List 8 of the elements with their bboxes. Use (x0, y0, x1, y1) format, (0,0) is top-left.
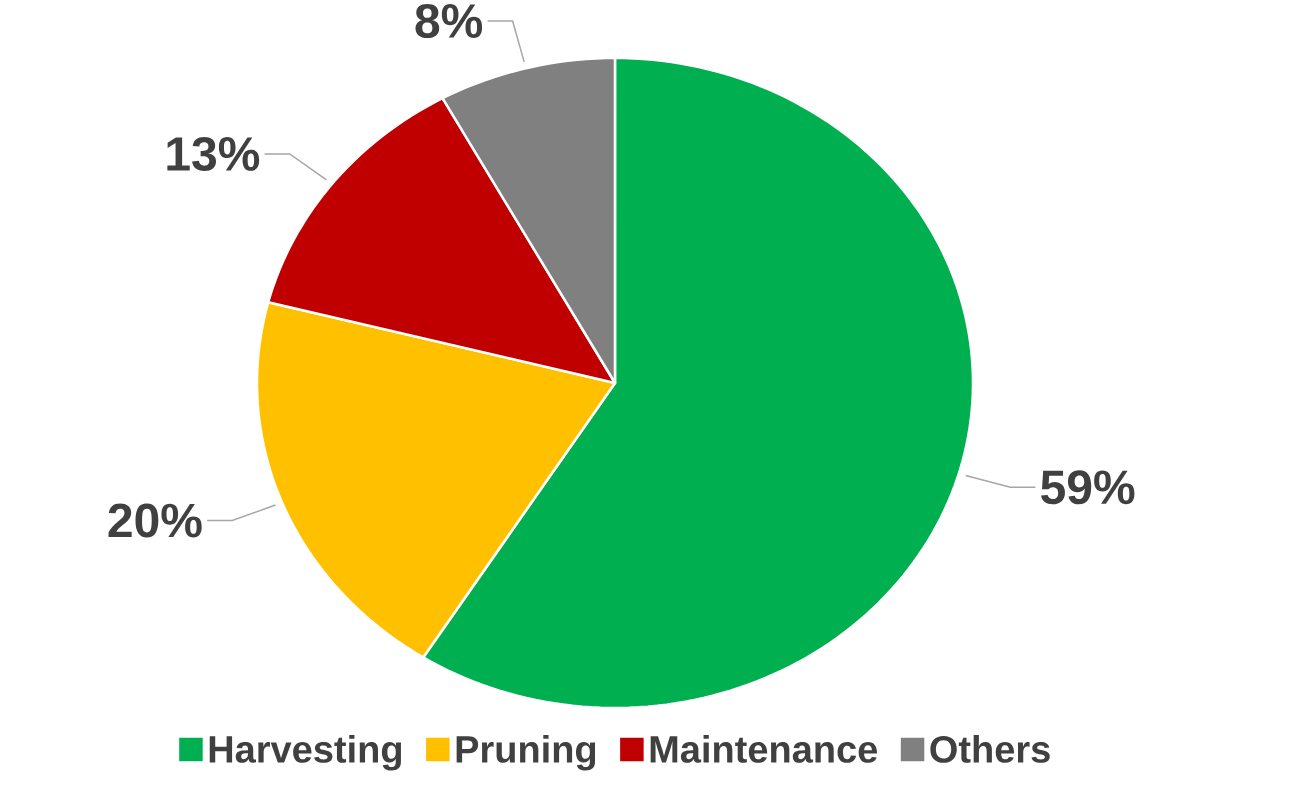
data-label: 20% (108, 503, 202, 538)
legend-label: Others (930, 734, 1050, 763)
legend-label: Harvesting (209, 734, 402, 771)
data-label: 13% (167, 136, 260, 171)
legend-label: Maintenance (650, 734, 878, 763)
data-label: 59% (1041, 470, 1135, 505)
legend-label: Pruning (456, 734, 596, 771)
data-label: 8% (415, 3, 483, 38)
